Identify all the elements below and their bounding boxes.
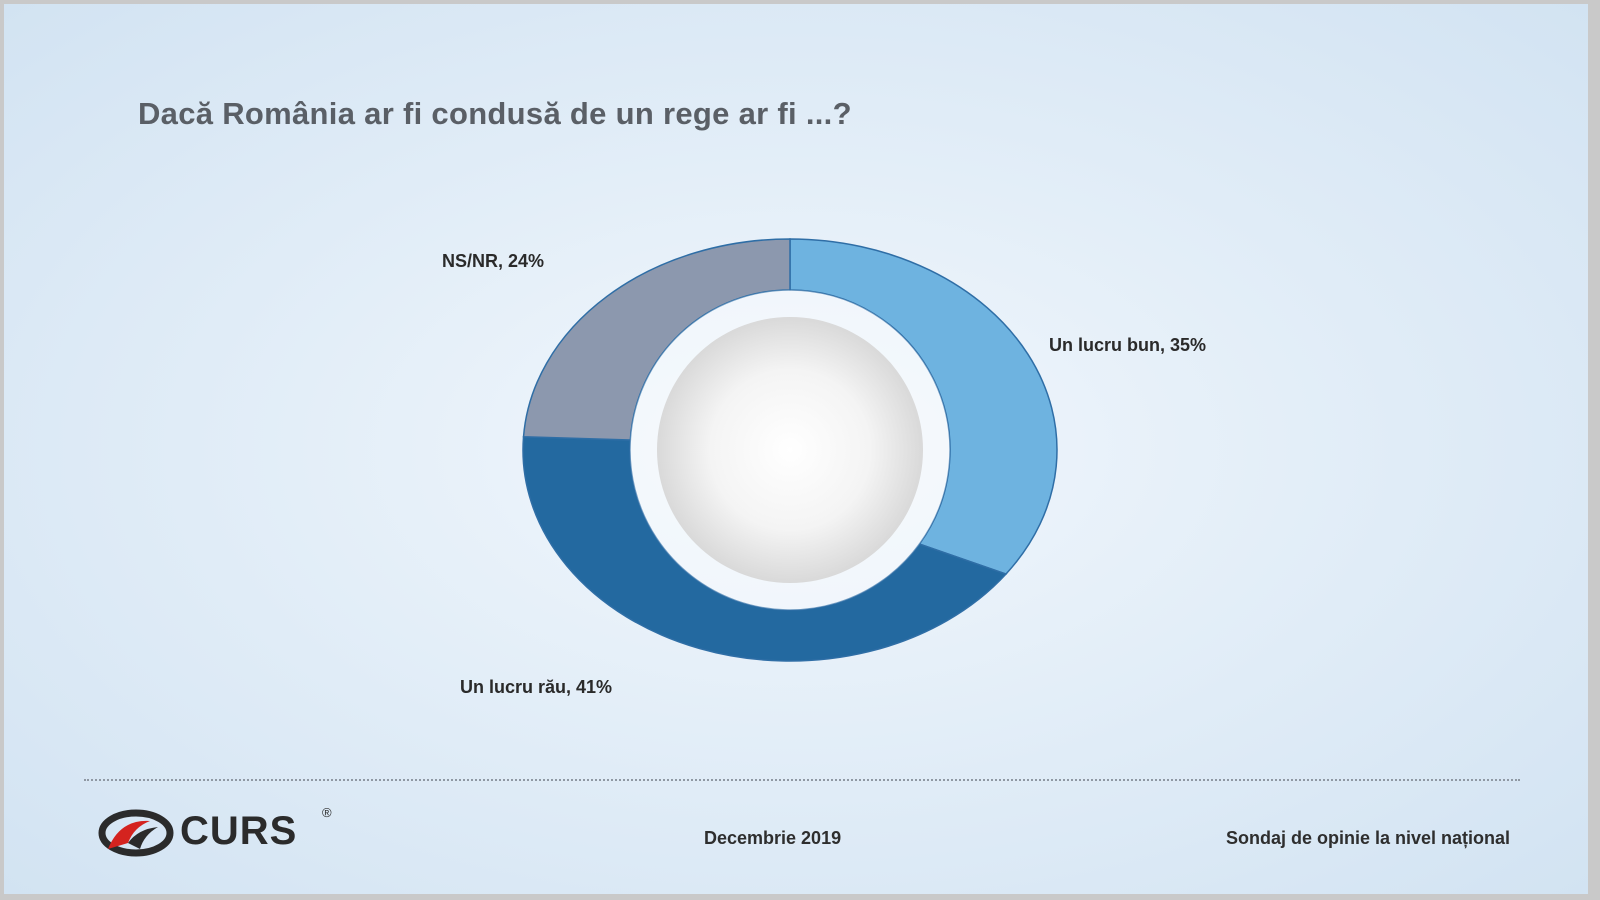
- footer-divider: [84, 779, 1520, 781]
- slice-label-2: NS/NR, 24%: [442, 251, 544, 271]
- footer-survey-label: Sondaj de opinie la nivel național: [1225, 828, 1510, 848]
- curs-logo: CURS ®: [98, 805, 338, 859]
- slice-label-1: Un lucru rău, 41%: [460, 677, 612, 697]
- donut-hole: [657, 317, 923, 583]
- slide: Dacă România ar fi condusă de un rege ar…: [4, 4, 1588, 894]
- donut-chart: Un lucru bun, 35% Un lucru rău, 41% NS/NR,…: [442, 238, 1206, 697]
- donut-slice-2: [522, 238, 791, 441]
- curs-logo-icon: [98, 809, 174, 857]
- donut-slice-0: [789, 238, 1058, 575]
- logo-registered-mark: ®: [322, 805, 332, 820]
- logo-text: CURS: [180, 809, 298, 853]
- footer-date: Decembrie 2019: [704, 828, 842, 848]
- donut-slice-1: [522, 435, 1008, 662]
- chart-title: Dacă România ar fi condusă de un rege ar…: [138, 96, 852, 131]
- slice-label-0: Un lucru bun, 35%: [1049, 335, 1206, 355]
